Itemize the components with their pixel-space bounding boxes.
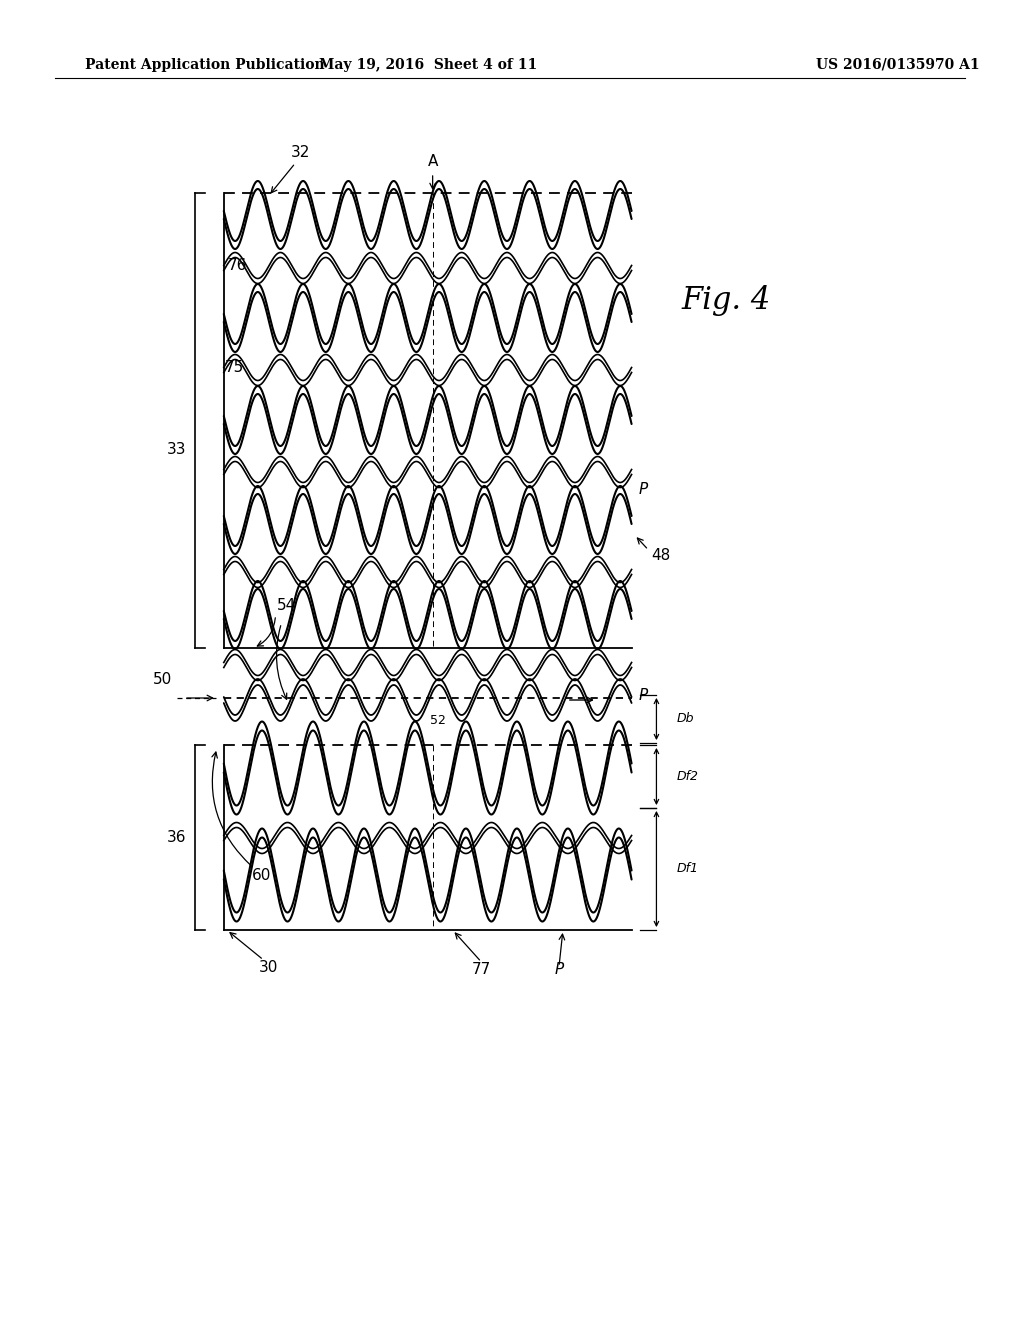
Text: 76: 76 [227, 257, 247, 272]
Text: P: P [639, 483, 648, 498]
Text: 36: 36 [167, 830, 186, 846]
Text: Df2: Df2 [676, 770, 698, 783]
Text: 52: 52 [430, 714, 445, 726]
Text: 60: 60 [252, 867, 271, 883]
Text: 32: 32 [291, 145, 310, 160]
Text: P: P [554, 962, 563, 977]
Text: 50: 50 [153, 672, 172, 688]
Text: Fig. 4: Fig. 4 [681, 285, 771, 315]
Text: Db: Db [676, 713, 694, 726]
Text: 33: 33 [167, 442, 186, 458]
Text: A: A [427, 154, 438, 169]
Text: May 19, 2016  Sheet 4 of 11: May 19, 2016 Sheet 4 of 11 [318, 58, 537, 73]
Text: US 2016/0135970 A1: US 2016/0135970 A1 [815, 58, 979, 73]
Text: P: P [639, 688, 648, 702]
Text: 54: 54 [276, 598, 296, 614]
Text: Patent Application Publication: Patent Application Publication [85, 58, 325, 73]
Text: Df1: Df1 [676, 862, 698, 875]
Text: 30: 30 [259, 960, 279, 975]
Text: 75: 75 [224, 360, 244, 375]
Text: 77: 77 [472, 962, 492, 977]
Text: 48: 48 [651, 548, 671, 562]
